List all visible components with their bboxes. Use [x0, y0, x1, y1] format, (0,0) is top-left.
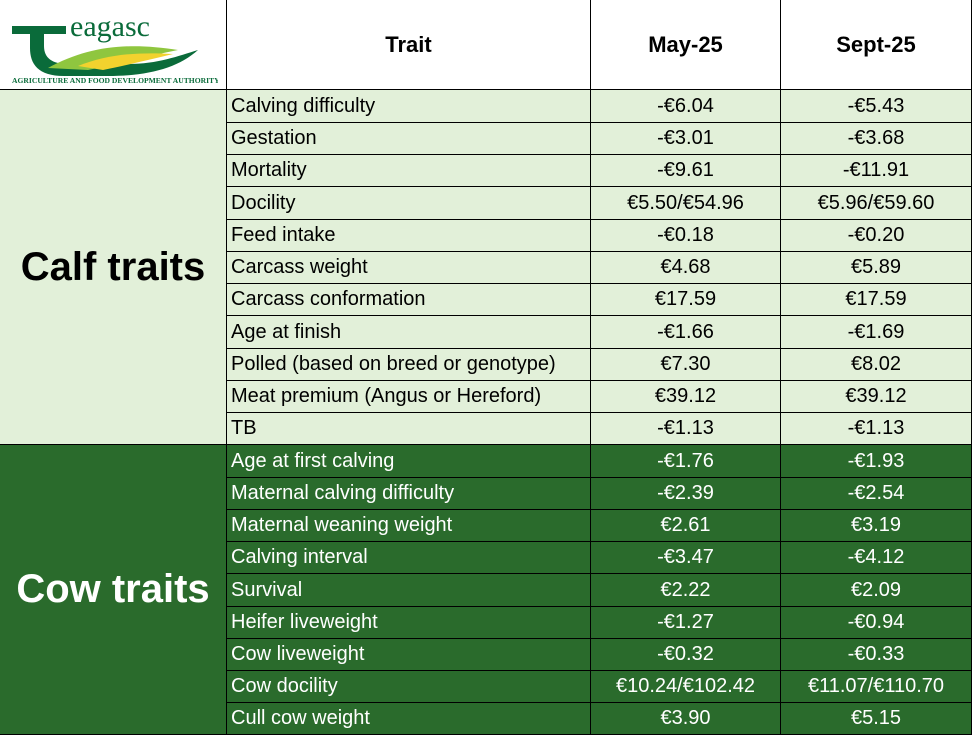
trait-name: Age at first calving: [227, 445, 591, 478]
teagasc-logo: eagasc AGRICULTURE AND FOOD DEVELOPMENT …: [12, 10, 218, 84]
value-sept-25: €39.12: [781, 381, 972, 413]
value-sept-25: €5.96/€59.60: [781, 187, 972, 220]
trait-name: Meat premium (Angus or Hereford): [227, 381, 591, 413]
value-may-25: -€1.27: [591, 607, 781, 639]
value-may-25: -€1.66: [591, 316, 781, 349]
trait-name: Carcass weight: [227, 252, 591, 284]
header-sept-25: Sept-25: [781, 0, 972, 90]
value-may-25: -€3.47: [591, 542, 781, 574]
value-sept-25: -€5.43: [781, 90, 972, 123]
trait-name: TB: [227, 413, 591, 445]
value-sept-25: -€1.93: [781, 445, 972, 478]
header-trait: Trait: [227, 0, 591, 90]
value-may-25: €3.90: [591, 703, 781, 735]
value-may-25: €5.50/€54.96: [591, 187, 781, 220]
trait-name: Maternal calving difficulty: [227, 478, 591, 510]
group-cow-traits: Cow traits: [0, 445, 227, 735]
trait-name: Feed intake: [227, 220, 591, 252]
trait-name: Maternal weaning weight: [227, 510, 591, 542]
value-may-25: -€6.04: [591, 90, 781, 123]
value-sept-25: -€2.54: [781, 478, 972, 510]
value-may-25: -€9.61: [591, 155, 781, 187]
value-may-25: €4.68: [591, 252, 781, 284]
value-sept-25: €5.15: [781, 703, 972, 735]
trait-name: Cow liveweight: [227, 639, 591, 671]
trait-name: Polled (based on breed or genotype): [227, 349, 591, 381]
trait-name: Cull cow weight: [227, 703, 591, 735]
trait-name: Heifer liveweight: [227, 607, 591, 639]
value-sept-25: -€3.68: [781, 123, 972, 155]
trait-name: Mortality: [227, 155, 591, 187]
header-may-25: May-25: [591, 0, 781, 90]
value-sept-25: €11.07/€110.70: [781, 671, 972, 703]
trait-name: Age at finish: [227, 316, 591, 349]
value-sept-25: -€0.20: [781, 220, 972, 252]
value-may-25: -€2.39: [591, 478, 781, 510]
value-sept-25: -€1.69: [781, 316, 972, 349]
value-may-25: -€0.18: [591, 220, 781, 252]
value-sept-25: €5.89: [781, 252, 972, 284]
svg-text:AGRICULTURE AND FOOD DEVELOPME: AGRICULTURE AND FOOD DEVELOPMENT AUTHORI…: [12, 76, 218, 84]
value-sept-25: -€0.94: [781, 607, 972, 639]
svg-text:eagasc: eagasc: [70, 10, 150, 43]
value-may-25: -€1.76: [591, 445, 781, 478]
trait-name: Gestation: [227, 123, 591, 155]
value-may-25: €2.61: [591, 510, 781, 542]
value-sept-25: €8.02: [781, 349, 972, 381]
logo-cell: eagasc AGRICULTURE AND FOOD DEVELOPMENT …: [0, 0, 227, 90]
value-sept-25: €3.19: [781, 510, 972, 542]
trait-name: Docility: [227, 187, 591, 220]
value-may-25: €7.30: [591, 349, 781, 381]
value-sept-25: -€1.13: [781, 413, 972, 445]
value-may-25: €39.12: [591, 381, 781, 413]
trait-name: Survival: [227, 574, 591, 607]
value-may-25: €2.22: [591, 574, 781, 607]
group-calf-traits: Calf traits: [0, 90, 227, 445]
value-sept-25: -€4.12: [781, 542, 972, 574]
trait-name: Calving difficulty: [227, 90, 591, 123]
value-may-25: -€1.13: [591, 413, 781, 445]
trait-name: Cow docility: [227, 671, 591, 703]
value-may-25: €10.24/€102.42: [591, 671, 781, 703]
value-may-25: €17.59: [591, 284, 781, 316]
trait-name: Carcass conformation: [227, 284, 591, 316]
value-may-25: -€3.01: [591, 123, 781, 155]
value-sept-25: -€0.33: [781, 639, 972, 671]
value-sept-25: €2.09: [781, 574, 972, 607]
value-may-25: -€0.32: [591, 639, 781, 671]
value-sept-25: -€11.91: [781, 155, 972, 187]
value-sept-25: €17.59: [781, 284, 972, 316]
trait-name: Calving interval: [227, 542, 591, 574]
